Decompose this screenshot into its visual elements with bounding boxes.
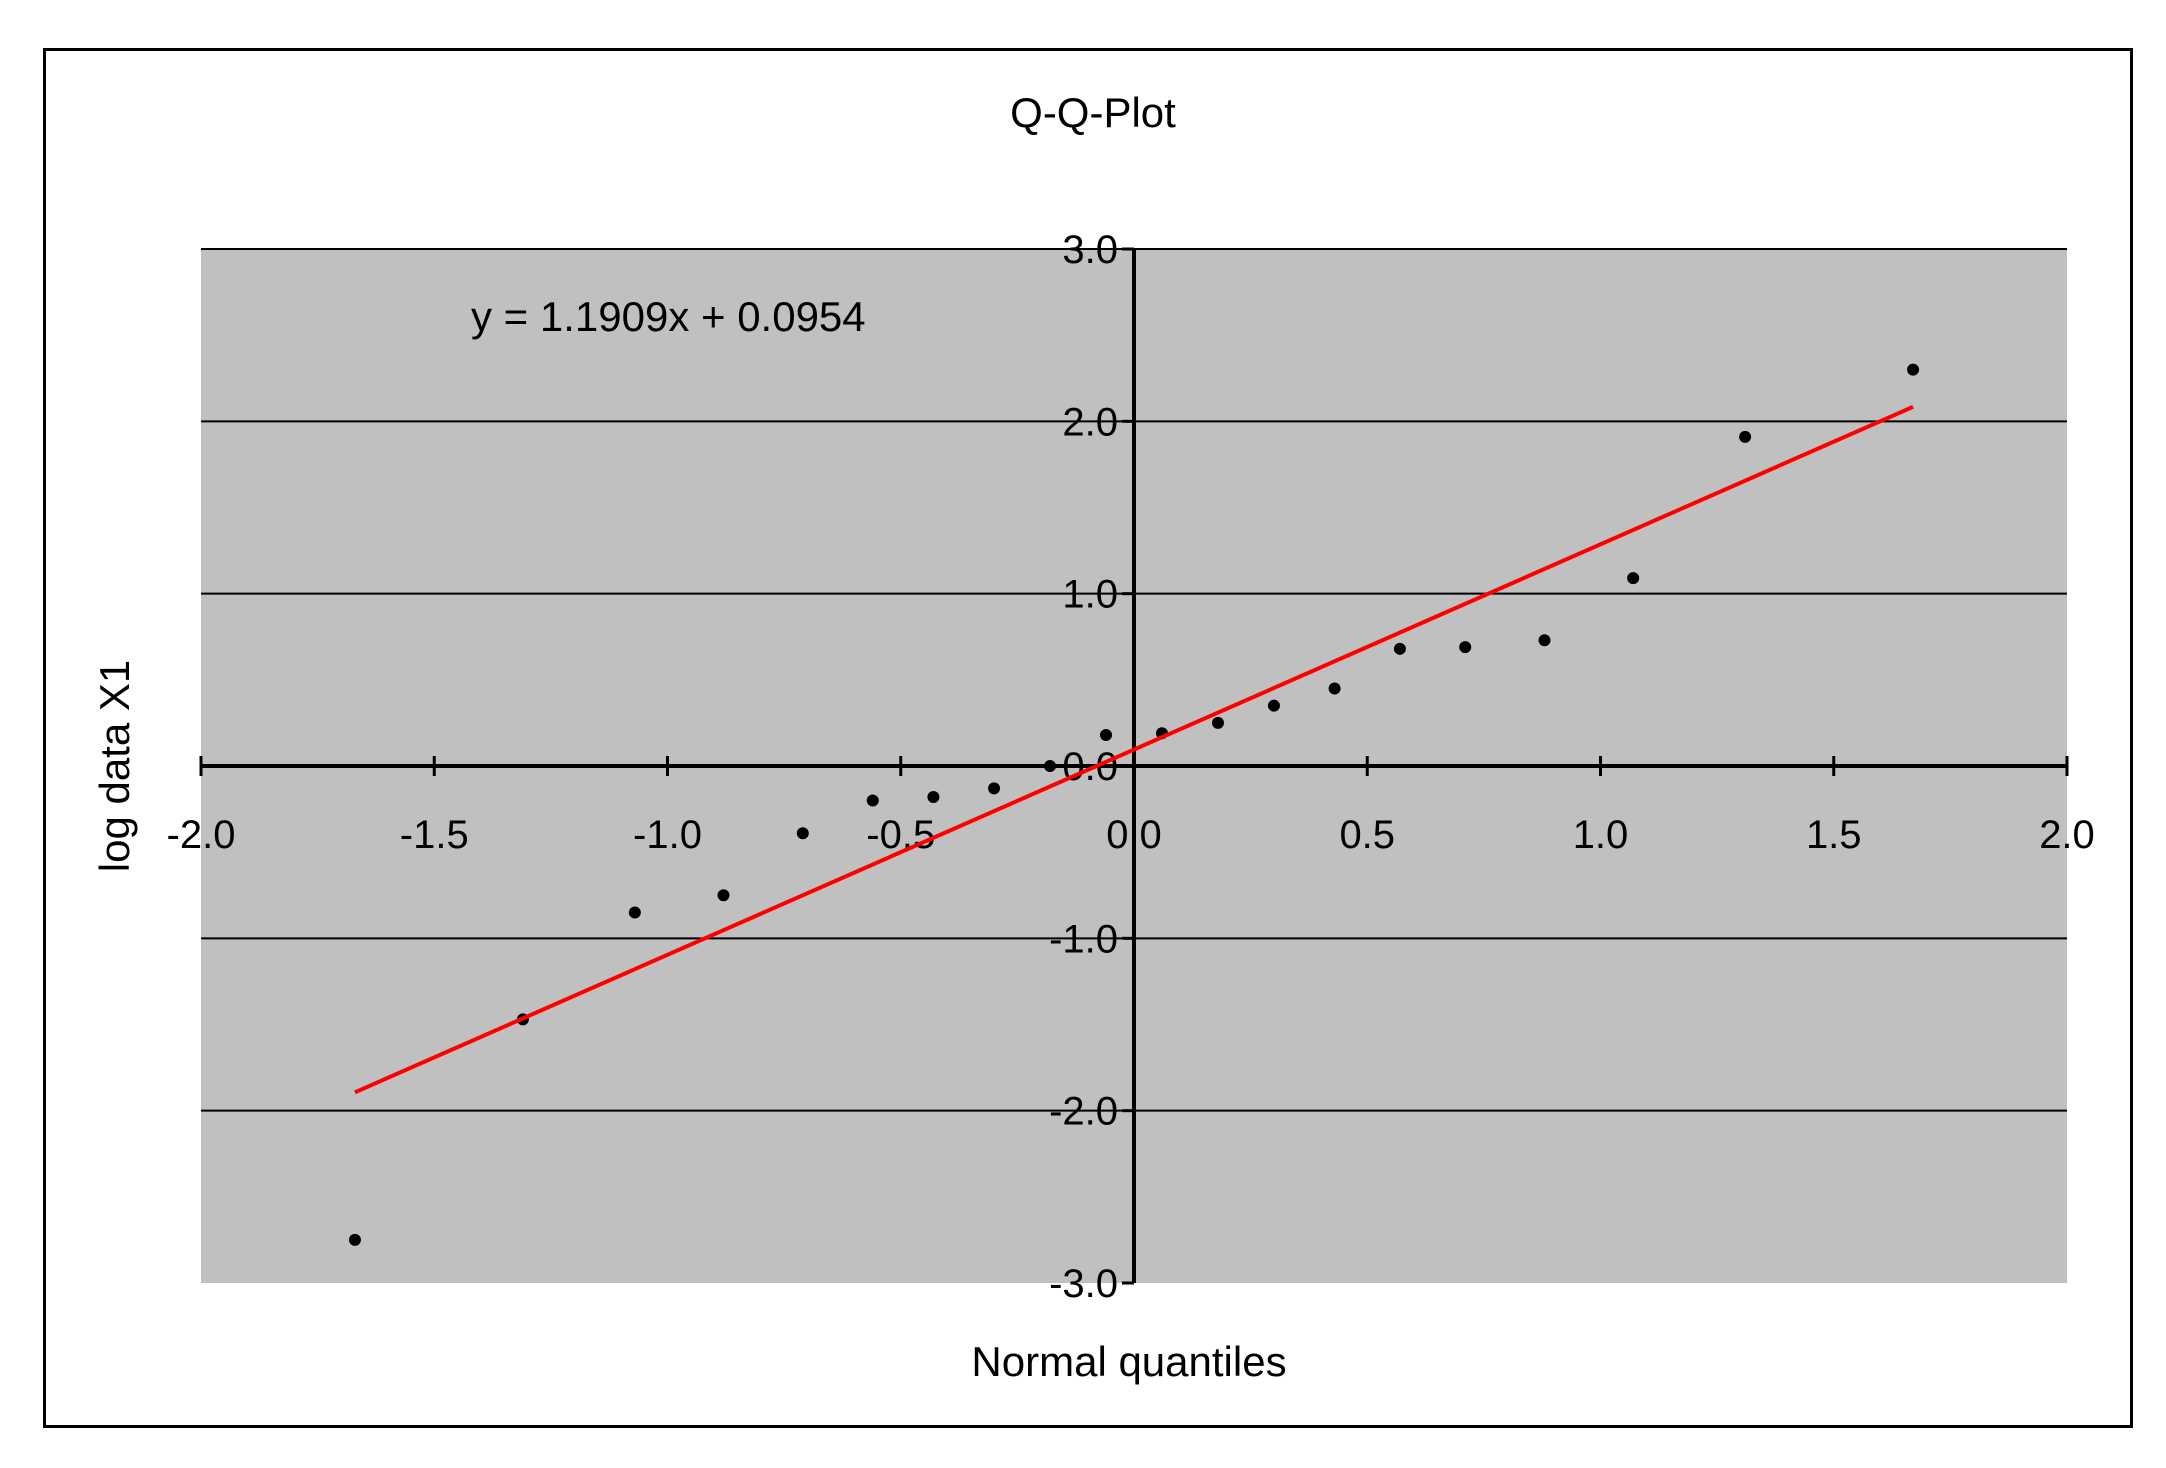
data-point	[1267, 699, 1280, 712]
x-tick-labels: -2.0 -1.5 -1.0 -0.5 0.0 0.5 1.0 1.5 2.0	[167, 813, 2095, 857]
axes	[199, 247, 2069, 1285]
y-tick-label: 2.0	[1062, 400, 1118, 444]
data-point	[1538, 634, 1551, 647]
x-tick-label: -1.0	[633, 813, 702, 857]
y-tick-label: -2.0	[1049, 1090, 1118, 1134]
x-tick-label: 0.5	[1339, 813, 1395, 857]
data-point	[717, 889, 730, 902]
x-tick-label: 1.0	[1573, 813, 1629, 857]
data-point	[1907, 363, 1920, 376]
data-point	[628, 906, 641, 919]
qq-plot-chart: Q-Q-Plot -2.0 -1.5 -1.0 -0.5 0.0 0.5 1.0 1.5 2.0…	[91, 89, 2095, 1385]
data-point	[1328, 682, 1341, 695]
x-tick-label: 0.0	[1106, 813, 1162, 857]
data-point	[796, 827, 809, 840]
y-tick-labels: 3.02.01.00.0-1.0-2.0-3.0	[1049, 228, 1118, 1306]
x-tick-label: -0.5	[866, 813, 935, 857]
data-point	[1459, 641, 1472, 654]
data-point	[1393, 642, 1406, 655]
y-tick-label: -1.0	[1049, 917, 1118, 961]
x-tick-label: 1.5	[1806, 813, 1862, 857]
data-point	[1627, 572, 1640, 585]
data-point	[1100, 728, 1113, 741]
y-axis-title: log data X1	[91, 660, 138, 873]
y-tick-label: 3.0	[1062, 228, 1118, 272]
data-point	[988, 782, 1001, 795]
y-tick-label: 1.0	[1062, 573, 1118, 617]
x-tick-label: -2.0	[167, 813, 236, 857]
x-tick-label: -1.5	[400, 813, 469, 857]
chart-frame: Q-Q-Plot -2.0 -1.5 -1.0 -0.5 0.0 0.5 1.0 1.5 2.0…	[43, 48, 2133, 1428]
x-tick-label: 2.0	[2039, 813, 2095, 857]
data-point	[1044, 760, 1057, 772]
y-tick-label: -3.0	[1049, 1262, 1118, 1306]
data-point	[927, 791, 940, 804]
data-point	[866, 794, 879, 807]
trendline	[354, 404, 1914, 1095]
data-point	[1739, 430, 1752, 443]
data-point	[348, 1233, 361, 1246]
chart-title: Q-Q-Plot	[1010, 89, 1176, 136]
x-axis-title: Normal quantiles	[971, 1338, 1286, 1385]
data-point	[1211, 716, 1224, 729]
trendline-equation: y = 1.1909x + 0.0954	[471, 293, 866, 340]
